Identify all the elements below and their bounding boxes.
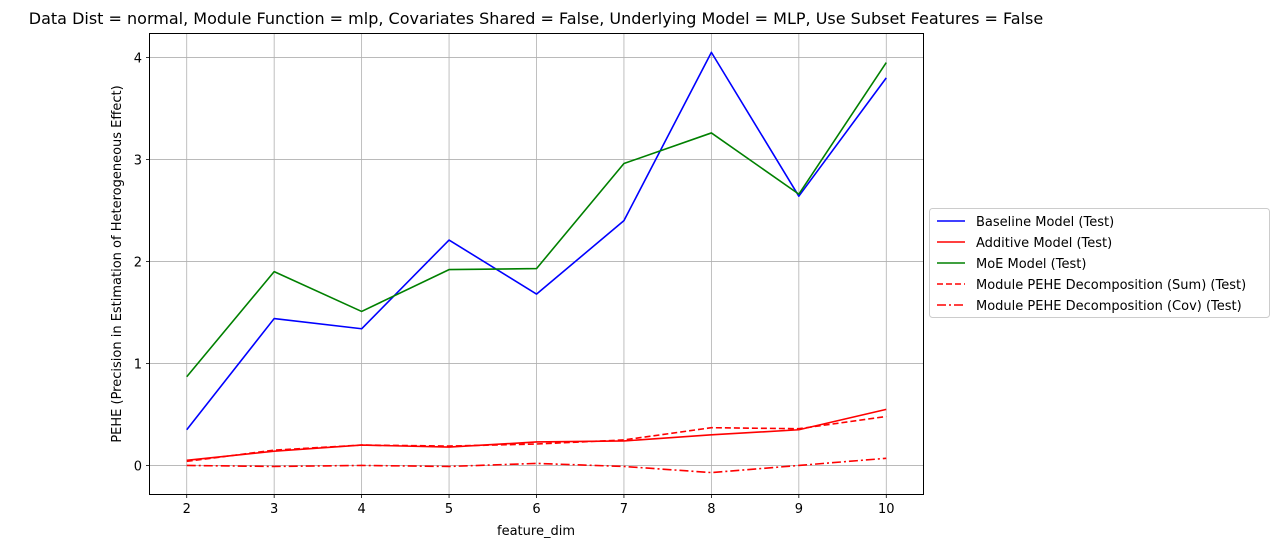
y-tick-label: 2: [134, 255, 142, 270]
x-axis: 2 3 4 5 6 7 8 9 10: [183, 494, 895, 517]
legend-label-1: Additive Model (Test): [976, 236, 1112, 251]
x-tick-label: 10: [878, 502, 895, 517]
legend-label-3: Module PEHE Decomposition (Sum) (Test): [976, 278, 1246, 293]
series-lines: [186, 51, 887, 474]
legend-label-2: MoE Model (Test): [976, 257, 1086, 272]
x-tick-label: 7: [620, 502, 628, 517]
x-tick-label: 2: [183, 502, 191, 517]
series-line-0: [186, 51, 887, 431]
legend: Baseline Model (Test) Additive Model (Tes…: [929, 208, 1270, 318]
x-tick-label: 9: [795, 502, 803, 517]
y-axis-label: PEHE (Precision in Estimation of Heterog…: [110, 85, 125, 442]
grid-lines: [150, 34, 923, 494]
y-tick-label: 3: [134, 153, 142, 168]
x-tick-label: 4: [357, 502, 365, 517]
y-tick-label: 1: [134, 357, 142, 372]
y-tick-label: 4: [134, 51, 142, 66]
legend-label-0: Baseline Model (Test): [976, 215, 1114, 230]
series-line-2: [186, 62, 887, 378]
legend-label-4: Module PEHE Decomposition (Cov) (Test): [976, 299, 1242, 314]
x-tick-label: 5: [445, 502, 453, 517]
y-tick-label: 0: [134, 459, 142, 474]
series-line-4: [186, 457, 887, 474]
x-tick-label: 3: [270, 502, 278, 517]
x-tick-label: 6: [532, 502, 540, 517]
x-tick-label: 8: [707, 502, 715, 517]
y-axis: 0 1 2 3 4: [134, 51, 150, 474]
chart-title: Data Dist = normal, Module Function = ml…: [29, 9, 1043, 28]
legend-frame: [929, 208, 1270, 318]
x-axis-label: feature_dim: [497, 524, 575, 539]
series-line-3: [186, 415, 887, 463]
